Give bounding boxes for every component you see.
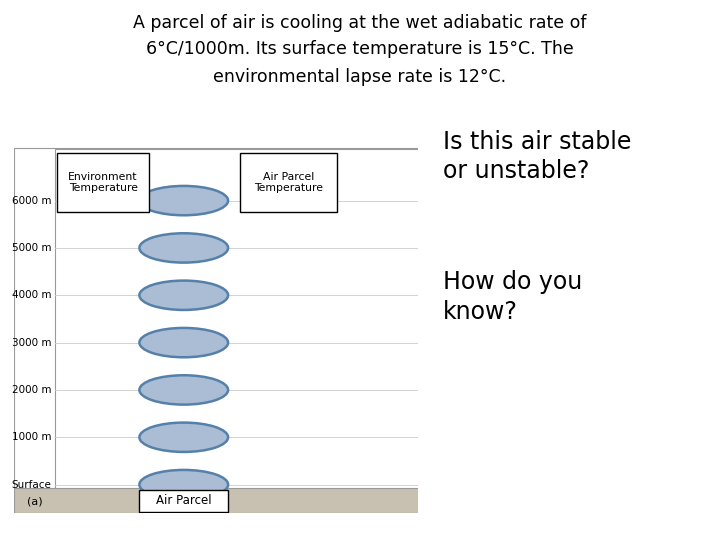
Text: Surface: Surface <box>12 480 52 490</box>
Text: Is this air stable
or unstable?: Is this air stable or unstable? <box>443 130 631 183</box>
Ellipse shape <box>140 186 228 215</box>
Text: Environment
Temperature: Environment Temperature <box>68 172 138 193</box>
FancyBboxPatch shape <box>140 490 228 511</box>
Text: (a): (a) <box>27 497 42 507</box>
Text: 2000 m: 2000 m <box>12 385 52 395</box>
Ellipse shape <box>140 328 228 357</box>
Ellipse shape <box>140 470 228 500</box>
Text: 1000 m: 1000 m <box>12 432 52 442</box>
Text: environmental lapse rate is 12°C.: environmental lapse rate is 12°C. <box>213 68 507 85</box>
Text: A parcel of air is cooling at the wet adiabatic rate of: A parcel of air is cooling at the wet ad… <box>133 14 587 31</box>
Text: 3000 m: 3000 m <box>12 338 52 348</box>
Ellipse shape <box>140 281 228 310</box>
FancyBboxPatch shape <box>240 153 337 212</box>
Ellipse shape <box>140 375 228 404</box>
Text: 6°C/1000m. Its surface temperature is 15°C. The: 6°C/1000m. Its surface temperature is 15… <box>146 40 574 58</box>
Text: 4000 m: 4000 m <box>12 291 52 300</box>
FancyBboxPatch shape <box>14 488 420 513</box>
Ellipse shape <box>140 423 228 452</box>
FancyBboxPatch shape <box>55 148 420 501</box>
Text: How do you
know?: How do you know? <box>443 270 582 323</box>
Text: 6000 m: 6000 m <box>12 195 52 206</box>
Text: 5000 m: 5000 m <box>12 243 52 253</box>
Text: Air Parcel: Air Parcel <box>156 494 212 507</box>
FancyBboxPatch shape <box>57 153 150 212</box>
Text: Air Parcel
Temperature: Air Parcel Temperature <box>254 172 323 193</box>
Ellipse shape <box>140 233 228 262</box>
